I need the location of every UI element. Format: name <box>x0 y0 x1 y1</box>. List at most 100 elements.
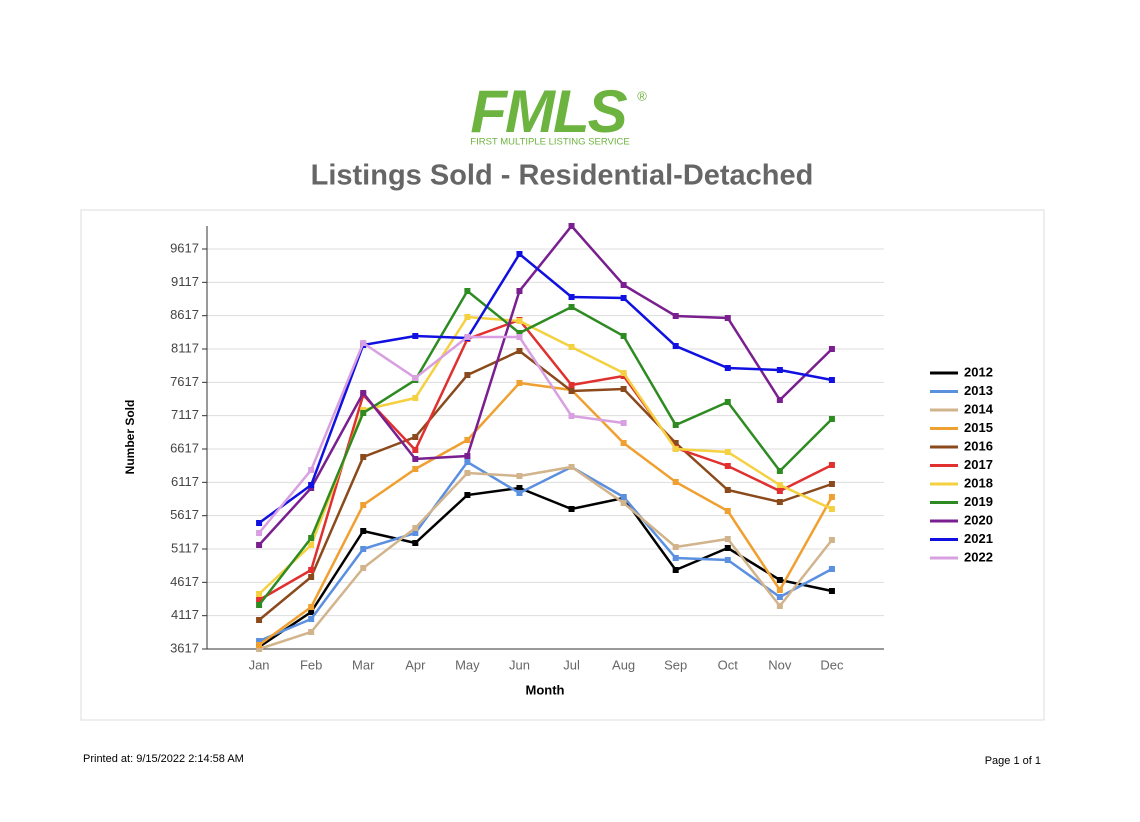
x-axis-label: Month <box>526 682 565 697</box>
point <box>620 386 627 392</box>
point <box>308 616 315 622</box>
point <box>672 446 679 452</box>
point <box>412 530 419 536</box>
page-number: Page 1 of 1 <box>985 755 1041 767</box>
point <box>828 481 835 487</box>
point <box>308 574 315 580</box>
point <box>620 494 627 500</box>
point <box>412 395 419 401</box>
x-tick-label: Dec <box>820 657 844 672</box>
point <box>308 567 315 573</box>
point <box>412 456 419 462</box>
point <box>776 577 783 583</box>
y-tick-label: 4617 <box>170 574 199 589</box>
point <box>412 375 419 381</box>
point <box>256 602 263 608</box>
legend-label: 2017 <box>964 457 993 472</box>
point <box>568 304 575 310</box>
point <box>828 416 835 422</box>
point <box>724 365 731 371</box>
x-tick-label: Jul <box>563 657 580 672</box>
point <box>308 482 315 488</box>
printed-at: Printed at: 9/15/2022 2:14:58 AM <box>83 753 244 765</box>
point <box>568 223 575 229</box>
series-line <box>258 289 833 606</box>
point <box>672 544 679 550</box>
point <box>308 629 315 635</box>
point <box>776 488 783 494</box>
point <box>672 422 679 428</box>
point <box>620 440 627 446</box>
point <box>360 546 367 552</box>
point <box>776 468 783 474</box>
point <box>256 530 263 536</box>
y-tick-label: 5617 <box>170 507 199 522</box>
point <box>724 399 731 405</box>
x-tick-label: Mar <box>352 657 375 672</box>
point <box>828 346 835 352</box>
chart-title: Listings Sold - Residential-Detached <box>311 160 814 192</box>
x-tick-label: Oct <box>718 657 739 672</box>
point <box>464 334 471 340</box>
point <box>620 282 627 288</box>
point <box>724 557 731 563</box>
legend-label: 2022 <box>964 549 993 564</box>
point <box>412 447 419 453</box>
x-tick-label: Sep <box>664 657 687 672</box>
point <box>672 313 679 319</box>
point <box>568 413 575 419</box>
point <box>516 330 523 336</box>
x-tick-label: Feb <box>300 657 322 672</box>
point <box>776 587 783 593</box>
point <box>516 473 523 479</box>
y-tick-label: 6117 <box>171 474 199 489</box>
series-line <box>258 349 833 621</box>
series-line <box>258 465 833 651</box>
point <box>776 594 783 600</box>
point <box>256 642 263 648</box>
point <box>516 251 523 257</box>
logo-mark: ® <box>637 88 647 103</box>
legend-label: 2015 <box>964 420 993 435</box>
y-tick-label: 4117 <box>171 607 199 622</box>
series-line <box>258 486 833 649</box>
legend-label: 2016 <box>964 438 993 453</box>
point <box>620 333 627 339</box>
point <box>776 397 783 403</box>
point <box>464 437 471 443</box>
point <box>672 440 679 446</box>
y-tick-label: 5117 <box>171 540 199 555</box>
point <box>516 485 523 491</box>
point <box>308 467 315 473</box>
point <box>464 459 471 465</box>
point <box>828 566 835 572</box>
point <box>568 344 575 350</box>
y-tick-label: 9617 <box>170 240 199 255</box>
point <box>256 520 263 526</box>
point <box>724 449 731 455</box>
point <box>516 348 523 354</box>
point <box>568 388 575 394</box>
point <box>724 463 731 469</box>
x-tick-label: Apr <box>405 657 426 672</box>
point <box>308 604 315 610</box>
point <box>724 545 731 551</box>
legend-label: 2014 <box>964 401 994 416</box>
point <box>360 565 367 571</box>
series-line <box>258 335 624 534</box>
y-tick-label: 3617 <box>170 640 199 655</box>
point <box>672 555 679 561</box>
point <box>568 294 575 300</box>
point <box>828 537 835 543</box>
point <box>516 380 523 386</box>
point <box>464 453 471 459</box>
point <box>412 525 419 531</box>
chart-frame <box>80 209 1045 721</box>
point <box>724 508 731 514</box>
y-tick-label: 8617 <box>170 307 199 322</box>
y-tick-label: 7117 <box>171 407 199 422</box>
point <box>412 466 419 472</box>
series-line <box>258 460 833 643</box>
point <box>620 370 627 376</box>
